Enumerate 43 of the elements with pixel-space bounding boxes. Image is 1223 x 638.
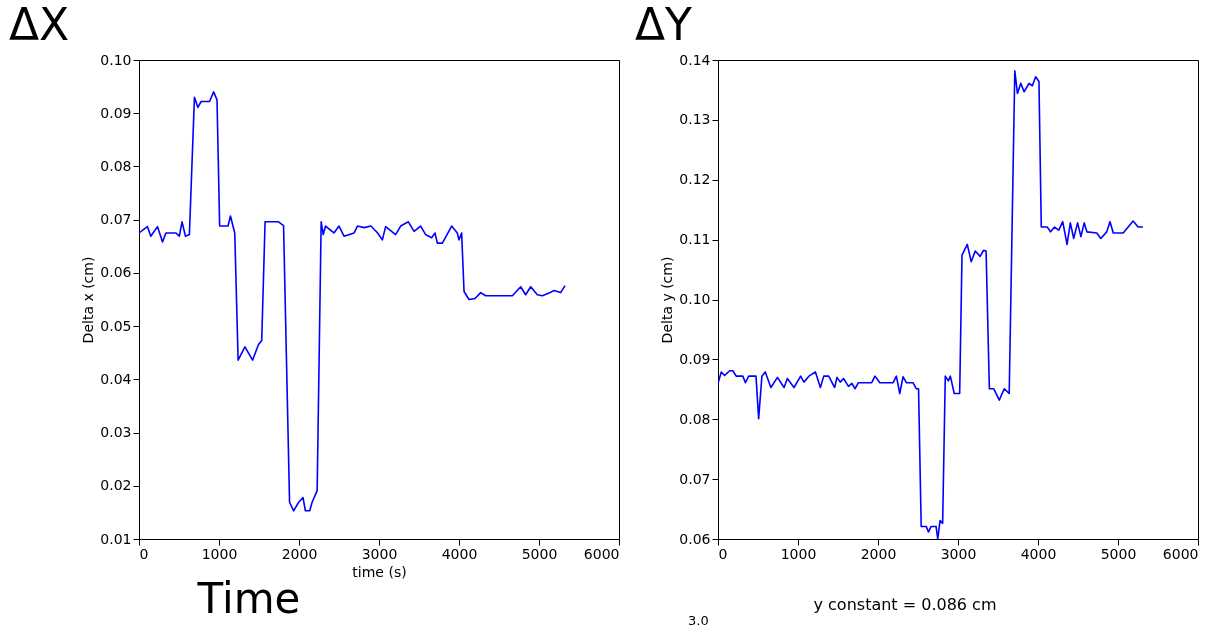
line-series — [718, 69, 1144, 539]
y-tick-label: 0.02 — [100, 477, 132, 494]
y-tick-label: 0.05 — [100, 317, 132, 334]
chart-title: ΔY — [635, 0, 693, 50]
x-tick-label: 5000 — [1100, 545, 1137, 562]
y-tick-label: 0.09 — [100, 104, 132, 121]
chart-title: ΔX — [9, 0, 70, 50]
y-tick-label: 0.12 — [679, 171, 711, 188]
y-tick-label: 0.10 — [100, 51, 132, 68]
x-tick-label: 2000 — [860, 545, 897, 562]
text: 3.0 — [688, 613, 709, 628]
x-tick-label: 6000 — [583, 545, 620, 562]
y-tick-label: 0.04 — [100, 370, 132, 387]
y-axis-title: Delta y (cm) — [659, 256, 676, 344]
x-tick-label: 3000 — [940, 545, 977, 562]
y-tick-label: 0.07 — [100, 211, 132, 228]
y-tick-label: 0.08 — [679, 410, 711, 427]
y-tick-label: 0.10 — [679, 291, 711, 307]
x-tick-label: 6000 — [1162, 545, 1199, 562]
x-tick-label: 5000 — [521, 545, 558, 562]
y-tick-label: 0.06 — [100, 264, 132, 281]
y-tick-label: 0.07 — [679, 470, 711, 487]
x-tick-label: 1000 — [780, 545, 817, 562]
y-tick-label: 0.11 — [679, 231, 711, 248]
x-tick-label: 4000 — [441, 545, 478, 562]
y-tick-label: 0.01 — [100, 530, 132, 547]
x-tick-label: 2000 — [281, 545, 318, 562]
x-tick-label: 3000 — [361, 545, 398, 562]
text: y constant = 0.086 cm — [813, 595, 997, 614]
y-axis-title: Delta x (cm) — [80, 256, 97, 344]
y-tick-label: 0.08 — [100, 157, 132, 174]
y-tick-label: 0.06 — [679, 530, 711, 547]
y-tick-label: 0.03 — [100, 424, 132, 441]
y-tick-label: 0.09 — [679, 350, 711, 367]
x-tick-label: 0 — [139, 545, 149, 562]
y-tick-label: 0.13 — [679, 111, 711, 128]
x-tick-label: 1000 — [201, 545, 238, 562]
line-series — [139, 91, 566, 512]
x-axis-title: time (s) — [352, 563, 407, 580]
x-tick-label: 0 — [718, 545, 728, 562]
text: Time — [196, 574, 301, 623]
x-tick-label: 4000 — [1020, 545, 1057, 562]
y-tick-label: 0.14 — [679, 51, 711, 68]
